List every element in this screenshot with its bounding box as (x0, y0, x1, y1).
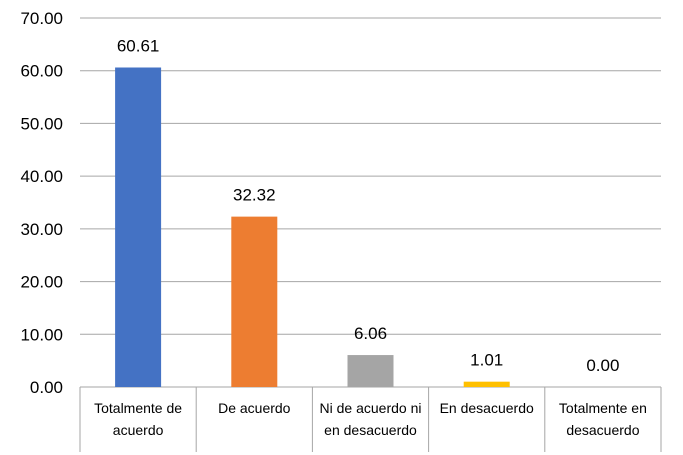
y-tick-label: 50.00 (20, 114, 63, 133)
data-label: 1.01 (470, 351, 503, 370)
bar (231, 216, 278, 387)
y-tick-label: 10.00 (20, 325, 63, 344)
data-label: 60.61 (117, 36, 160, 55)
y-tick-label: 0.00 (30, 378, 63, 397)
x-category-label: desacuerdo (566, 422, 639, 438)
x-category-label: En desacuerdo (440, 400, 534, 416)
y-tick-label: 20.00 (20, 273, 63, 292)
bar (463, 381, 510, 387)
data-label: 0.00 (586, 356, 619, 375)
x-category-label: en desacuerdo (324, 422, 417, 438)
x-category-label: Totalmente de (94, 400, 182, 416)
y-tick-label: 70.00 (20, 9, 63, 28)
data-label: 6.06 (354, 324, 387, 343)
y-tick-label: 40.00 (20, 167, 63, 186)
y-tick-label: 30.00 (20, 220, 63, 239)
bar (115, 67, 162, 387)
x-category-label: Ni de acuerdo ni (320, 400, 422, 416)
bar (347, 355, 394, 387)
data-label: 32.32 (233, 186, 276, 205)
x-category-label: De acuerdo (218, 400, 291, 416)
x-category-label: Totalmente en (559, 400, 647, 416)
y-tick-label: 60.00 (20, 62, 63, 81)
x-category-label: acuerdo (113, 422, 164, 438)
